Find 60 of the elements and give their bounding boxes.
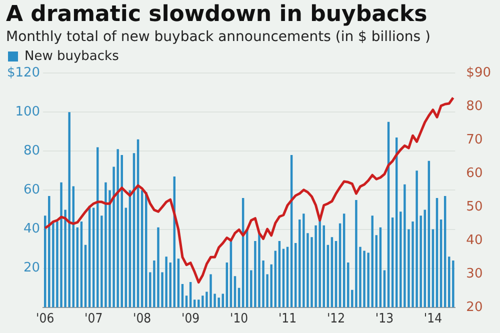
x-tick-label: '09: [182, 312, 200, 327]
bar: [218, 298, 220, 308]
legend-label: New buybacks: [24, 48, 120, 64]
y2-tick-label: 80: [466, 98, 483, 114]
bar: [318, 220, 321, 308]
y2-tick-label: $90: [466, 65, 492, 80]
bar: [330, 237, 334, 308]
chart-title: A dramatic slowdown in buybacks: [5, 1, 428, 28]
x-tick-label: '14: [424, 312, 442, 327]
chart-subtitle: Monthly total of new buyback announcements (in $ billions ): [5, 28, 432, 46]
y-tick-label: 20: [24, 260, 40, 276]
bar: [165, 256, 168, 308]
y-tick-label: 60: [24, 182, 40, 198]
bar: [270, 264, 272, 308]
bar: [371, 216, 374, 308]
bar: [363, 250, 366, 308]
bar: [428, 160, 430, 308]
bar: [436, 198, 438, 308]
x-tick-label: '12: [326, 312, 346, 327]
x-tick-label: '06: [36, 312, 54, 327]
bar: [104, 182, 107, 308]
bar: [314, 225, 317, 308]
bar: [68, 112, 70, 308]
bar: [375, 235, 378, 308]
y-tick-label: $120: [6, 65, 40, 80]
y-tick-label: 80: [24, 144, 40, 159]
bar: [391, 218, 394, 308]
bar: [298, 220, 301, 308]
bar: [342, 214, 346, 308]
bar: [202, 296, 204, 308]
bar: [116, 149, 119, 308]
bar: [210, 274, 212, 308]
x-tick-label: '10: [230, 312, 248, 327]
bar: [404, 184, 406, 308]
y2-tick-label: 30: [466, 266, 483, 282]
x-tick-label: '07: [84, 312, 103, 327]
bar: [416, 170, 418, 308]
bar: [367, 252, 370, 308]
y2-tick-label: 70: [466, 132, 483, 148]
y2-tick-label: 60: [466, 166, 483, 181]
bar: [424, 210, 426, 308]
bar: [452, 260, 454, 308]
bar: [157, 227, 160, 308]
y-tick-label: 100: [15, 104, 40, 120]
bar: [448, 256, 450, 308]
bar: [48, 196, 50, 308]
bar: [440, 220, 442, 308]
bar: [258, 233, 260, 308]
y2-tick-label: 50: [466, 199, 483, 214]
bar: [355, 200, 358, 308]
bar: [60, 182, 62, 308]
y2-tick-label: 20: [466, 300, 483, 315]
x-tick-label: '13: [375, 312, 394, 327]
x-tick-label: '08: [133, 312, 152, 327]
y-tick-label: 40: [24, 222, 40, 237]
y2-tick-label: 40: [466, 232, 483, 248]
bar: [444, 196, 446, 308]
x-tick-label: '11: [278, 312, 297, 327]
bar: [302, 214, 305, 308]
bar: [80, 221, 83, 308]
